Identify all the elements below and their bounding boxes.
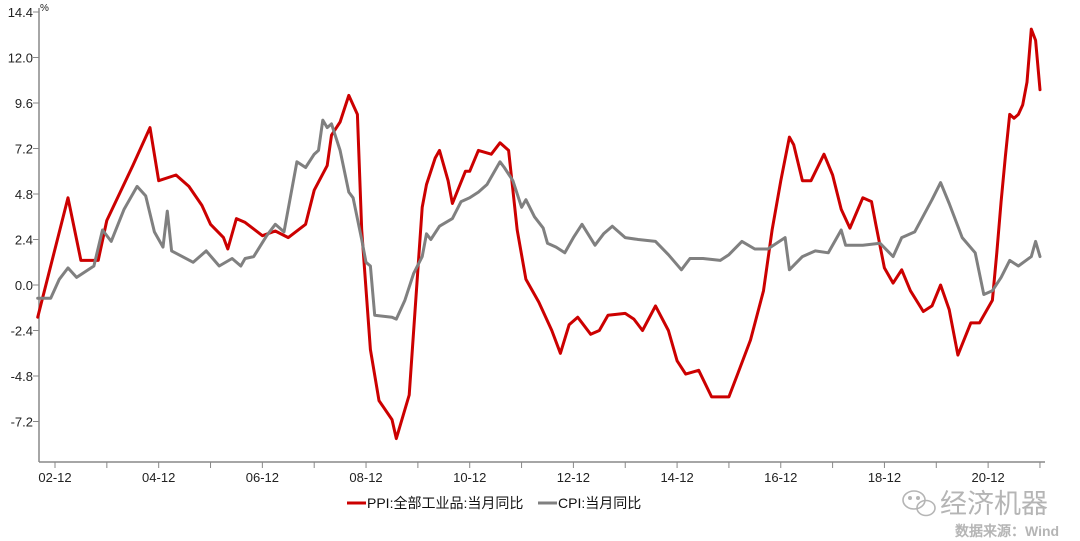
x-tick-label: 20-12 bbox=[971, 470, 1004, 485]
y-tick-label: 12.0 bbox=[8, 51, 33, 66]
x-tick-label: 14-12 bbox=[660, 470, 693, 485]
x-tick-label: 12-12 bbox=[557, 470, 590, 485]
legend-label-ppi: PPI:全部工业品:当月同比 bbox=[367, 495, 523, 511]
wechat-icon bbox=[902, 490, 936, 517]
x-tick-label: 10-12 bbox=[453, 470, 486, 485]
series-line-cpi bbox=[36, 118, 1042, 321]
x-tick-label: 08-12 bbox=[349, 470, 382, 485]
y-tick-label: 7.2 bbox=[15, 142, 33, 157]
y-tick-label: 9.6 bbox=[15, 96, 33, 111]
axes: % 14.4 12.0 9.6 7.2 4.8 2.4 0.0 -2.4 -4.8 -7.2 02-1… bbox=[8, 3, 1045, 485]
watermark-brand: 经济机器 bbox=[940, 489, 1048, 519]
x-tick-label: 04-12 bbox=[142, 470, 175, 485]
data-source: 数据来源：Wind bbox=[955, 523, 1059, 539]
series-line-ppi bbox=[36, 27, 1042, 441]
y-tick-label: 2.4 bbox=[15, 233, 33, 248]
y-tick-label: -4.8 bbox=[11, 369, 33, 384]
x-tick-label: 18-12 bbox=[868, 470, 901, 485]
legend-label-cpi: CPI:当月同比 bbox=[558, 495, 641, 511]
y-axis-unit: % bbox=[40, 3, 49, 14]
y-tick-label: -7.2 bbox=[11, 415, 33, 430]
series-lines bbox=[36, 27, 1042, 441]
y-tick-label: 14.4 bbox=[8, 5, 33, 20]
watermark: 经济机器 数据来源：Wind bbox=[902, 489, 1059, 539]
y-tick-label: 0.0 bbox=[15, 278, 33, 293]
y-tick-label: 4.8 bbox=[15, 187, 33, 202]
legend: PPI:全部工业品:当月同比 CPI:当月同比 bbox=[347, 495, 641, 511]
x-tick-label: 02-12 bbox=[38, 470, 71, 485]
x-tick-label: 16-12 bbox=[764, 470, 797, 485]
x-tick-label: 06-12 bbox=[246, 470, 279, 485]
y-tick-label: -2.4 bbox=[11, 324, 33, 339]
